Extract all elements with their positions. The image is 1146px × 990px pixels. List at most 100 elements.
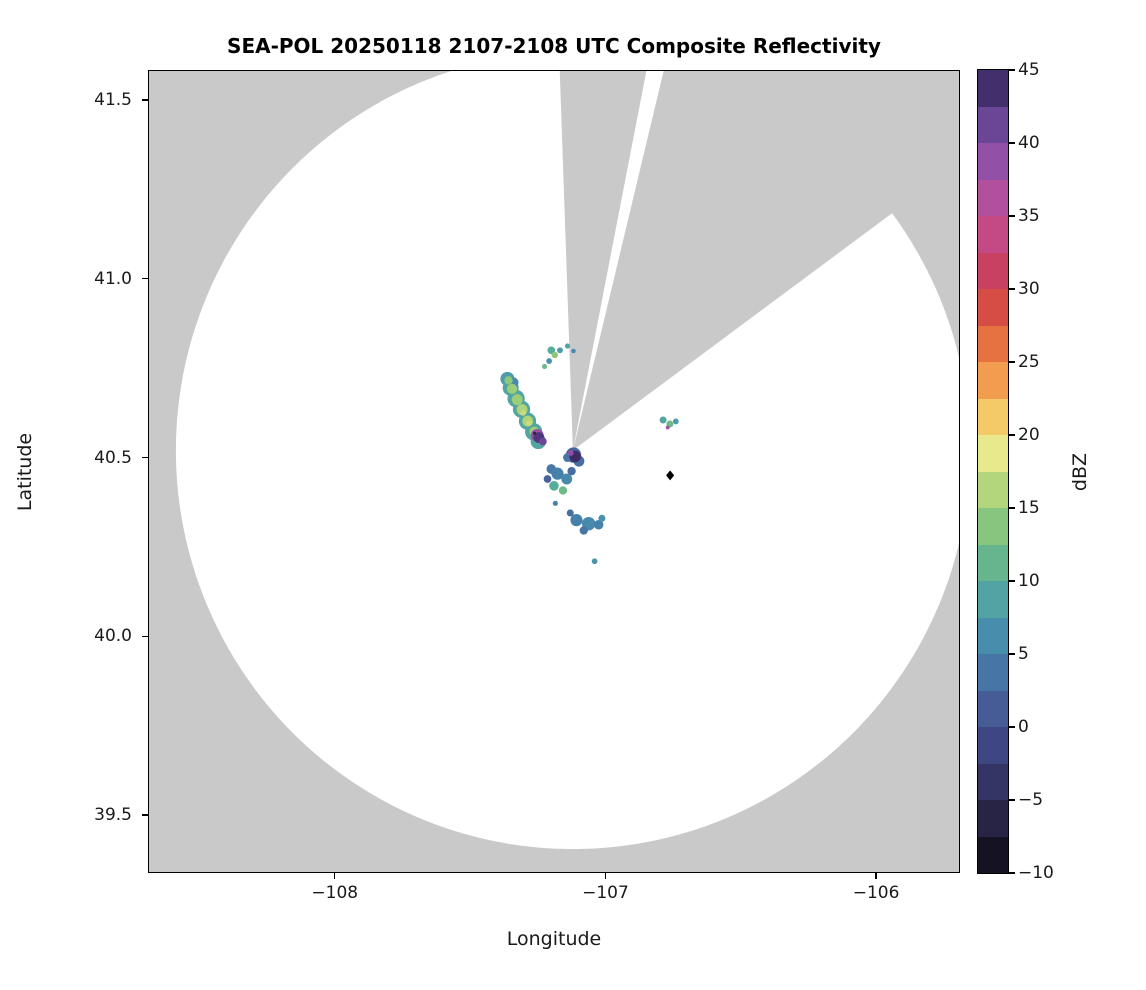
colorbar-tick-mark: [1009, 799, 1015, 801]
reflectivity-echo: [551, 351, 559, 359]
y-tick-mark: [142, 635, 148, 637]
colorbar-tick-mark: [1009, 507, 1015, 509]
x-tick-label: −107: [582, 883, 629, 903]
colorbar-tick-label: 30: [1018, 279, 1040, 299]
reflectivity-echo: [551, 467, 564, 480]
reflectivity-echo: [552, 500, 558, 506]
site-marker-diamond: [666, 470, 675, 481]
reflectivity-echo: [598, 514, 606, 522]
colorbar-tick-mark: [1009, 726, 1015, 728]
y-tick-label: 41.0: [94, 268, 132, 289]
x-tick-label: −108: [311, 883, 359, 903]
plot-area: [148, 70, 960, 873]
colorbar-segment: [978, 289, 1008, 326]
reflectivity-echo: [511, 394, 523, 406]
chart-title: SEA-POL 20250118 2107-2108 UTC Composite…: [227, 34, 881, 58]
reflectivity-echo: [532, 431, 537, 435]
reflectivity-echo: [539, 437, 547, 446]
blocked-sector-wedge: [559, 70, 647, 451]
y-axis-tick-marks: [140, 70, 148, 873]
colorbar-tick-label: 5: [1018, 644, 1029, 664]
reflectivity-echo: [571, 348, 576, 354]
reflectivity-echo: [672, 418, 679, 425]
colorbar-tick-mark: [1009, 288, 1015, 290]
colorbar-tick-mark: [1009, 653, 1015, 655]
x-axis-label: Longitude: [506, 928, 602, 950]
plot-border: [148, 70, 960, 873]
reflectivity-echo: [543, 475, 552, 483]
y-tick-mark: [142, 278, 148, 280]
y-tick-label: 39.5: [94, 805, 132, 826]
colorbar-segment: [978, 252, 1008, 289]
reflectivity-echo: [567, 466, 576, 476]
colorbar-segment: [978, 143, 1008, 180]
colorbar-segment: [978, 690, 1008, 727]
colorbar-segment: [978, 325, 1008, 362]
colorbar-tick-label: −10: [1018, 863, 1054, 883]
reflectivity-echo: [659, 416, 667, 424]
y-axis-label: Latitude: [14, 432, 37, 511]
reflectivity-echo: [567, 450, 574, 456]
colorbar-tick-label: 0: [1018, 717, 1029, 737]
reflectivity-echo: [541, 363, 548, 369]
colorbar-label-wrap: dBZ: [1066, 70, 1094, 873]
y-axis-tick-labels: 39.5 40.0 40.5 41.0 41.5: [50, 70, 136, 873]
colorbar-tick-label: 20: [1018, 425, 1040, 445]
reflectivity-echo: [525, 419, 532, 426]
colorbar-tick-label: −5: [1018, 790, 1044, 810]
y-tick-label: 40.5: [94, 447, 132, 468]
colorbar-tick-label: 10: [1018, 571, 1040, 591]
x-axis-tick-labels: −108 −107 −106: [148, 881, 960, 907]
x-axis-tick-marks: [148, 873, 960, 881]
x-tick-label: −106: [852, 883, 900, 903]
colorbar-segment: [978, 179, 1008, 216]
reflectivity-echo: [546, 358, 553, 364]
colorbar-segment: [978, 654, 1008, 691]
colorbar-segment: [978, 508, 1008, 545]
y-tick-mark: [142, 99, 148, 101]
colorbar-segment: [978, 70, 1008, 107]
reflectivity-echo: [557, 347, 563, 354]
colorbar-tick-mark: [1009, 872, 1015, 874]
blocked-sector-wedge: [572, 70, 960, 451]
colorbar-tick-label: 25: [1018, 352, 1040, 372]
reflectivity-echo: [593, 519, 604, 530]
reflectivity-echo: [665, 425, 670, 430]
reflectivity-echo: [520, 409, 527, 416]
colorbar-tick-label: 45: [1018, 60, 1040, 80]
x-tick-mark: [875, 873, 877, 879]
colorbar-segment: [978, 362, 1008, 399]
reflectivity-echo: [549, 480, 559, 491]
colorbar-tick-label: 40: [1018, 133, 1040, 153]
colorbar-tick-mark: [1009, 361, 1015, 363]
reflectivity-echo: [579, 526, 588, 535]
reflectivity-echo: [558, 486, 568, 495]
colorbar-tick-label: 15: [1018, 498, 1040, 518]
reflectivity-echo: [570, 514, 583, 527]
colorbar-tick-mark: [1009, 215, 1015, 217]
colorbar-segment: [978, 216, 1008, 253]
x-tick-mark: [334, 873, 336, 879]
y-tick-label: 40.0: [94, 626, 132, 647]
colorbar-segment: [978, 106, 1008, 143]
colorbar-segment: [978, 727, 1008, 764]
colorbar-segment: [978, 763, 1008, 800]
colorbar-label: dBZ: [1069, 452, 1091, 491]
colorbar-segment: [978, 581, 1008, 618]
colorbar-tick-mark: [1009, 580, 1015, 582]
colorbar-tick-mark: [1009, 69, 1015, 71]
y-tick-mark: [142, 814, 148, 816]
reflectivity-echo: [506, 383, 518, 395]
y-axis-label-wrap: Latitude: [8, 70, 42, 873]
colorbar-tick-mark: [1009, 434, 1015, 436]
colorbar-segment: [978, 800, 1008, 837]
colorbar-segment: [978, 617, 1008, 654]
colorbar-segment: [978, 544, 1008, 581]
x-tick-mark: [604, 873, 607, 879]
colorbar-tick-mark: [1009, 142, 1015, 144]
colorbar-segment: [978, 435, 1008, 472]
reflectivity-echo: [561, 473, 573, 485]
reflectivity-echo: [566, 509, 574, 517]
colorbar-segment: [978, 471, 1008, 508]
